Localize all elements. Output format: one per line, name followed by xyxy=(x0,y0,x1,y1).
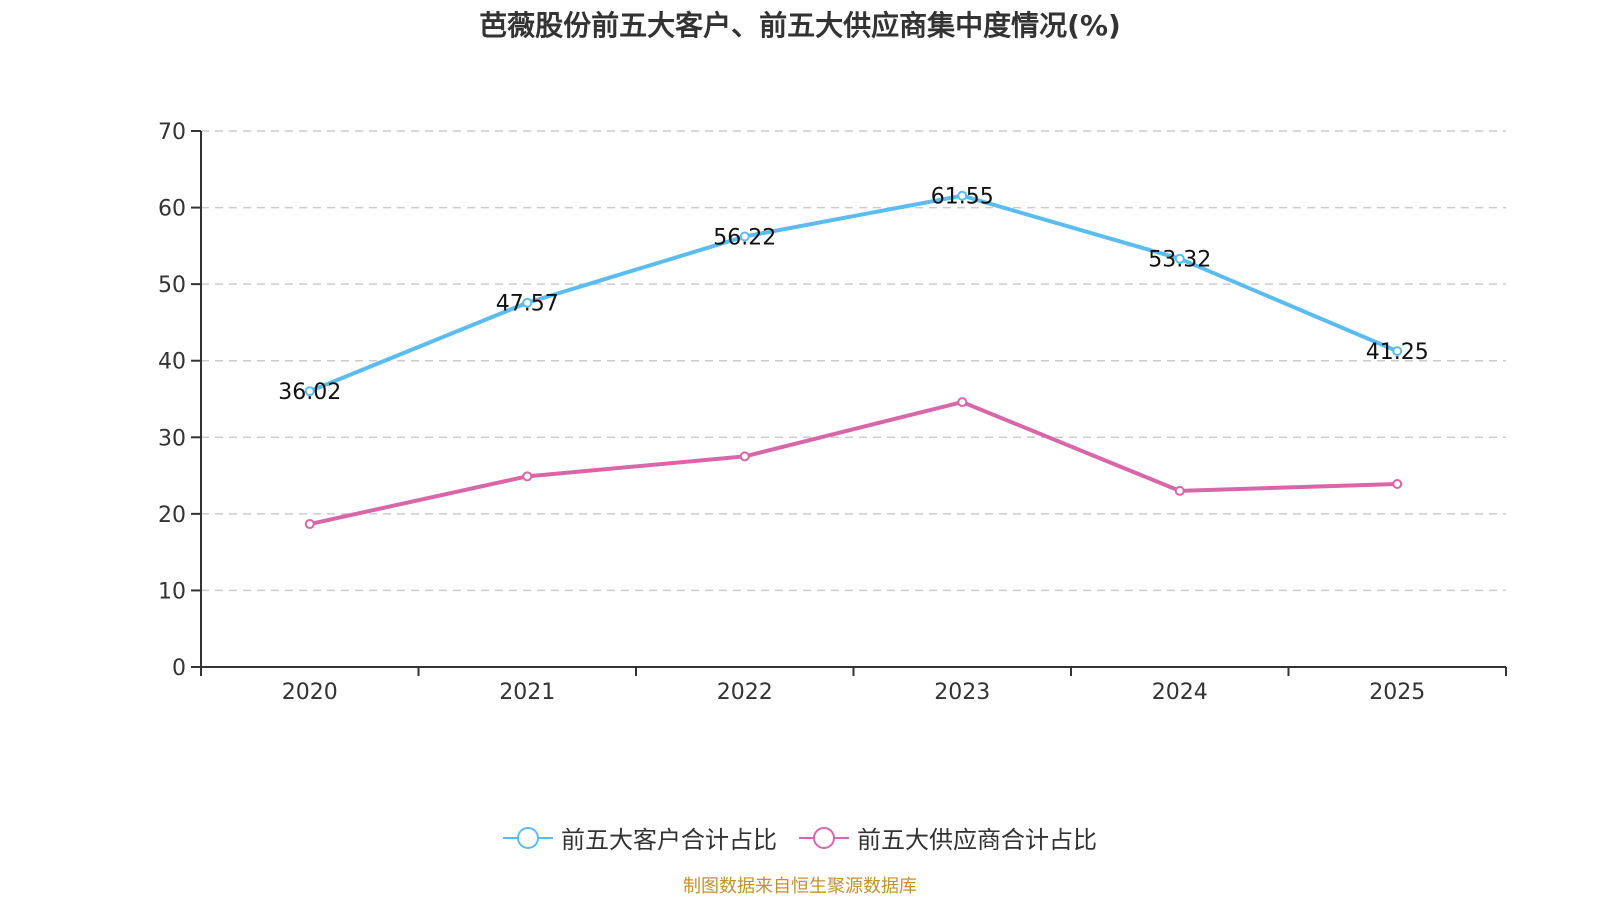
y-tick-label: 20 xyxy=(158,503,186,528)
x-tick-label: 2024 xyxy=(1152,680,1208,705)
y-tick-label: 60 xyxy=(158,197,186,222)
legend-line-circle-icon xyxy=(799,826,849,849)
data-point xyxy=(957,397,968,408)
data-label: 61.55 xyxy=(931,185,994,210)
y-tick-label: 50 xyxy=(158,273,186,298)
data-label: 47.57 xyxy=(496,292,559,317)
y-tick-label: 40 xyxy=(158,350,186,375)
data-point xyxy=(522,297,533,308)
legend: 前五大客户合计占比 前五大供应商合计占比 xyxy=(0,820,1600,855)
source-note: 制图数据来自恒生聚源数据库 xyxy=(683,876,917,897)
axes: 0 10 20 30 40 50 60 70 2020 2021 2022 2023 2024 2025 xyxy=(158,120,1507,705)
legend-item-customers[interactable]: 前五大客户合计占比 xyxy=(503,820,777,855)
series-lines xyxy=(304,190,1403,530)
data-point xyxy=(1392,478,1403,489)
legend-label: 前五大客户合计占比 xyxy=(561,826,777,854)
data-point xyxy=(1392,346,1403,357)
y-tick-label: 70 xyxy=(158,120,186,145)
series-line-0 xyxy=(308,193,1399,394)
data-point xyxy=(522,471,533,482)
data-label: 36.02 xyxy=(278,380,341,405)
x-tick-label: 2020 xyxy=(282,680,338,705)
y-tick-label: 0 xyxy=(172,656,186,681)
series-line-1 xyxy=(309,400,1398,526)
legend-label: 前五大供应商合计占比 xyxy=(857,826,1097,854)
data-label: 41.25 xyxy=(1366,340,1429,365)
legend-line-circle-icon xyxy=(503,826,553,849)
data-point xyxy=(739,231,750,242)
data-point xyxy=(1174,253,1185,264)
data-label: 56.22 xyxy=(713,226,776,251)
x-tick-label: 2021 xyxy=(499,680,555,705)
y-tick-label: 10 xyxy=(158,579,186,604)
chart-title: 芭薇股份前五大客户、前五大供应商集中度情况(%) xyxy=(479,9,1121,42)
grid-lines xyxy=(201,130,1506,592)
data-point xyxy=(957,190,968,201)
x-tick-label: 2023 xyxy=(934,680,990,705)
data-point xyxy=(1174,485,1185,496)
data-point xyxy=(739,451,750,462)
x-tick-label: 2025 xyxy=(1369,680,1425,705)
data-label: 53.32 xyxy=(1148,248,1211,273)
legend-item-suppliers[interactable]: 前五大供应商合计占比 xyxy=(799,820,1097,855)
data-labels: 36.02 47.57 56.22 61.55 53.32 41.25 xyxy=(278,185,1428,405)
data-point xyxy=(304,386,315,397)
data-point xyxy=(304,519,315,530)
y-tick-label: 30 xyxy=(158,426,186,451)
x-tick-label: 2022 xyxy=(717,680,773,705)
